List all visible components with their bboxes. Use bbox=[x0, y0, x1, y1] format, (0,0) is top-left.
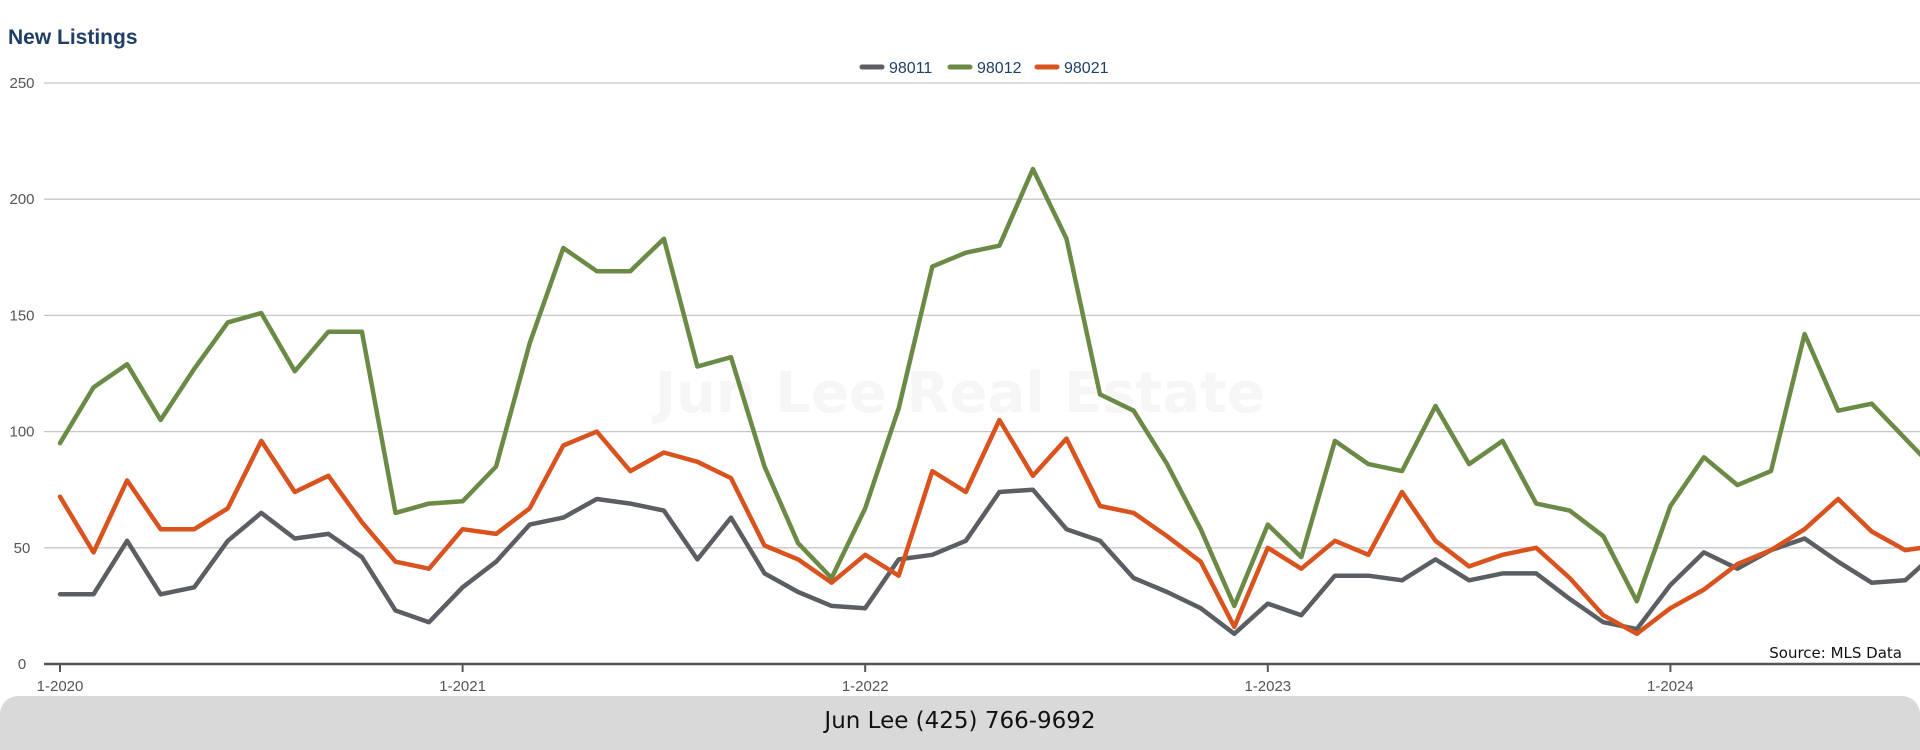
y-tick-label: 100 bbox=[9, 424, 34, 441]
legend-label-98011: 98011 bbox=[889, 60, 932, 77]
legend: 98011 98012 98021 bbox=[859, 60, 1109, 77]
y-tick-label: 0 bbox=[18, 656, 26, 673]
x-tick-label: 1-2021 bbox=[439, 678, 486, 695]
legend-label-98021: 98021 bbox=[1064, 60, 1109, 77]
footer-bar: Jun Lee (425) 766-9692 bbox=[0, 696, 1920, 750]
y-tick-label: 50 bbox=[14, 540, 31, 557]
chart-title: New Listings bbox=[8, 26, 138, 49]
y-tick-label: 200 bbox=[9, 191, 34, 208]
y-tick-label: 250 bbox=[9, 75, 34, 92]
x-tick-label: 1-2023 bbox=[1244, 678, 1291, 695]
x-axis bbox=[44, 662, 1920, 672]
x-tick-label: 1-2022 bbox=[842, 678, 889, 695]
source-label: Source: MLS Data bbox=[1769, 644, 1902, 662]
legend-label-98012: 98012 bbox=[977, 60, 1022, 77]
x-tick-label: 1-2024 bbox=[1647, 678, 1694, 695]
source-note: Source: MLS Data bbox=[1769, 644, 1902, 662]
series-line-98012 bbox=[57, 166, 1920, 609]
y-axis-tick-labels: 0 50 100 150 200 250 bbox=[9, 75, 34, 673]
contact-info: Jun Lee (425) 766-9692 bbox=[824, 708, 1096, 734]
series-lines bbox=[57, 166, 1920, 637]
series-line-98011 bbox=[57, 487, 1920, 637]
y-tick-label: 150 bbox=[9, 307, 34, 324]
x-tick-label: 1-2020 bbox=[37, 678, 84, 695]
series-line-98021 bbox=[57, 417, 1920, 637]
